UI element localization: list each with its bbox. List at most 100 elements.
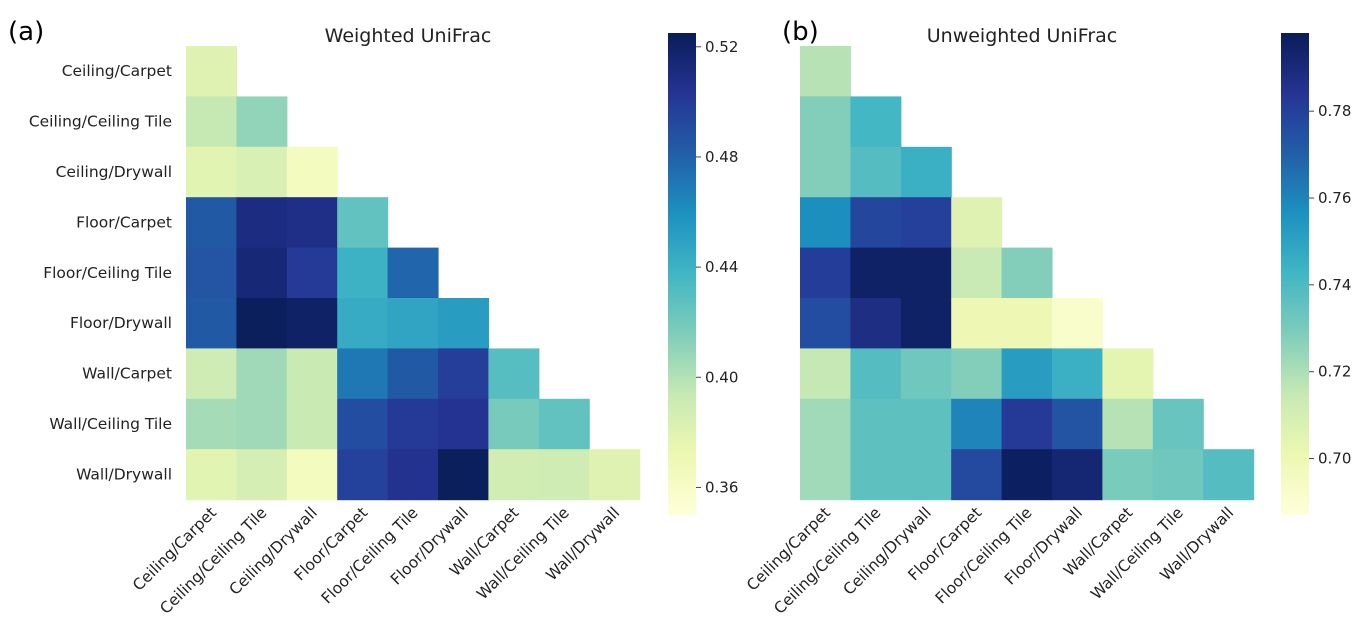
heatmap-cell-4-3 bbox=[951, 247, 1003, 299]
heatmap-cell-8-8 bbox=[1203, 449, 1255, 501]
heatmap-cell-6-1 bbox=[236, 348, 288, 400]
y-tick-label: Ceiling/Carpet bbox=[62, 62, 172, 80]
heatmap-cell-8-6 bbox=[1102, 449, 1154, 501]
colorbar-gradient bbox=[1281, 33, 1309, 515]
heatmap-cell-5-5 bbox=[438, 298, 489, 349]
heatmap-cell-3-3 bbox=[337, 197, 389, 249]
heatmap-cell-6-3 bbox=[951, 348, 1003, 400]
heatmap-cell-4-0 bbox=[186, 247, 237, 299]
colorbar-tick-label: 0.78 bbox=[1318, 102, 1351, 120]
heatmap-cell-7-3 bbox=[337, 398, 389, 450]
colorbar: 0.70 0.72 0.74 0.76 0.78 bbox=[1281, 33, 1351, 515]
colorbar-gradient bbox=[668, 33, 696, 515]
heatmap-cell-0-0 bbox=[800, 46, 851, 97]
heatmap-cell-6-1 bbox=[850, 348, 902, 400]
heatmap-cell-6-0 bbox=[800, 348, 851, 400]
heatmap-cell-5-0 bbox=[800, 298, 851, 349]
panel-weighted-unifrac: (a) Weighted UniFrac Ceiling/CarpetCeili… bbox=[8, 17, 738, 618]
y-tick-label: Floor/Ceiling Tile bbox=[43, 264, 172, 282]
colorbar: 0.36 0.40 0.44 0.48 0.52 bbox=[668, 33, 738, 515]
heatmap-cell-2-0 bbox=[186, 146, 237, 198]
heatmap-cell-4-0 bbox=[800, 247, 851, 299]
heatmap-cell-5-4 bbox=[1001, 298, 1053, 349]
heatmap-cell-8-0 bbox=[800, 449, 851, 501]
heatmap-cell-3-1 bbox=[850, 197, 902, 249]
heatmap-cell-3-2 bbox=[900, 197, 952, 249]
heatmap-cell-2-2 bbox=[286, 146, 338, 198]
heatmap-cell-5-3 bbox=[337, 298, 389, 349]
heatmap-cell-4-4 bbox=[387, 247, 439, 299]
heatmap-cell-7-2 bbox=[286, 398, 338, 450]
heatmap-cell-2-1 bbox=[850, 146, 902, 198]
heatmap-cell-6-5 bbox=[1052, 348, 1103, 400]
colorbar-tick-label: 0.52 bbox=[705, 38, 738, 56]
heatmap-cell-8-7 bbox=[1152, 449, 1204, 501]
heatmap-cell-7-1 bbox=[850, 398, 902, 450]
y-tick-label: Wall/Carpet bbox=[82, 365, 172, 383]
colorbar-tick-label: 0.48 bbox=[705, 148, 738, 166]
colorbar-tick-label: 0.76 bbox=[1318, 189, 1351, 207]
colorbar-tick-label: 0.72 bbox=[1318, 363, 1351, 381]
heatmap-cell-1-0 bbox=[800, 96, 851, 148]
colorbar-ticks: 0.36 0.40 0.44 0.48 0.52 bbox=[696, 38, 738, 496]
heatmap-cell-7-0 bbox=[186, 398, 237, 450]
y-tick-label: Wall/Ceiling Tile bbox=[49, 415, 172, 433]
heatmap-cell-8-6 bbox=[488, 449, 540, 501]
heatmap-cell-8-3 bbox=[337, 449, 389, 501]
colorbar-tick-label: 0.36 bbox=[705, 478, 738, 496]
colorbar-tick-label: 0.44 bbox=[705, 258, 738, 276]
heatmap-cell-3-0 bbox=[186, 197, 237, 249]
heatmap-cell-8-4 bbox=[387, 449, 439, 501]
panel-unweighted-unifrac: (b) Unweighted UniFrac Ceiling/CarpetCei… bbox=[743, 17, 1351, 618]
heatmap-cell-5-2 bbox=[900, 298, 952, 349]
heatmap-cell-2-0 bbox=[800, 146, 851, 198]
heatmap-cell-6-4 bbox=[387, 348, 439, 400]
heatmap-cell-3-2 bbox=[286, 197, 338, 249]
y-tick-label: Floor/Carpet bbox=[76, 213, 172, 231]
heatmap-cell-7-6 bbox=[1102, 398, 1154, 450]
heatmap-cell-6-6 bbox=[488, 348, 540, 400]
heatmap-cell-1-1 bbox=[236, 96, 288, 148]
x-tick-label: Wall/Ceiling Tile bbox=[1087, 504, 1186, 603]
heatmap-cell-4-1 bbox=[236, 247, 288, 299]
heatmap-cell-5-4 bbox=[387, 298, 439, 349]
y-tick-label: Floor/Drywall bbox=[70, 314, 172, 332]
heatmap-cell-1-1 bbox=[850, 96, 902, 148]
heatmap-cell-4-3 bbox=[337, 247, 389, 299]
heatmap-cell-8-5 bbox=[438, 449, 489, 501]
heatmap-cell-8-1 bbox=[850, 449, 902, 501]
y-tick-label: Ceiling/Drywall bbox=[56, 163, 172, 181]
x-tick-label: Ceiling/Carpet bbox=[743, 504, 834, 595]
x-tick-label: Ceiling/Drywall bbox=[840, 504, 935, 599]
heatmap-cell-8-4 bbox=[1001, 449, 1053, 501]
heatmap-cell-7-3 bbox=[951, 398, 1003, 450]
heatmap-cell-7-5 bbox=[438, 398, 489, 450]
heatmap-cell-2-2 bbox=[900, 146, 952, 198]
colorbar-tick-label: 0.70 bbox=[1318, 450, 1351, 468]
heatmap-cell-7-6 bbox=[488, 398, 540, 450]
heatmap-cell-7-4 bbox=[1001, 398, 1053, 450]
x-tick-label: Wall/Ceiling Tile bbox=[473, 504, 572, 603]
heatmap-cell-7-2 bbox=[900, 398, 952, 450]
heatmap-cell-6-2 bbox=[900, 348, 952, 400]
heatmap-cell-8-0 bbox=[186, 449, 237, 501]
heatmap-cell-5-3 bbox=[951, 298, 1003, 349]
heatmap-cell-6-6 bbox=[1102, 348, 1154, 400]
heatmap-cell-7-5 bbox=[1052, 398, 1103, 450]
heatmap-cell-7-7 bbox=[1152, 398, 1204, 450]
heatmap-cell-0-0 bbox=[186, 46, 237, 97]
heatmap-cell-3-0 bbox=[800, 197, 851, 249]
x-tick-label: Ceiling/Carpet bbox=[129, 504, 220, 595]
heatmap-cell-8-2 bbox=[900, 449, 952, 501]
heatmap-cell-8-8 bbox=[589, 449, 641, 501]
heatmap-cell-6-3 bbox=[337, 348, 389, 400]
heatmap-cell-7-0 bbox=[800, 398, 851, 450]
heatmap-cell-8-7 bbox=[538, 449, 590, 501]
colorbar-tick-label: 0.74 bbox=[1318, 276, 1351, 294]
heatmap-cell-5-1 bbox=[850, 298, 902, 349]
heatmap-cell-8-1 bbox=[236, 449, 288, 501]
heatmap-cell-6-2 bbox=[286, 348, 338, 400]
